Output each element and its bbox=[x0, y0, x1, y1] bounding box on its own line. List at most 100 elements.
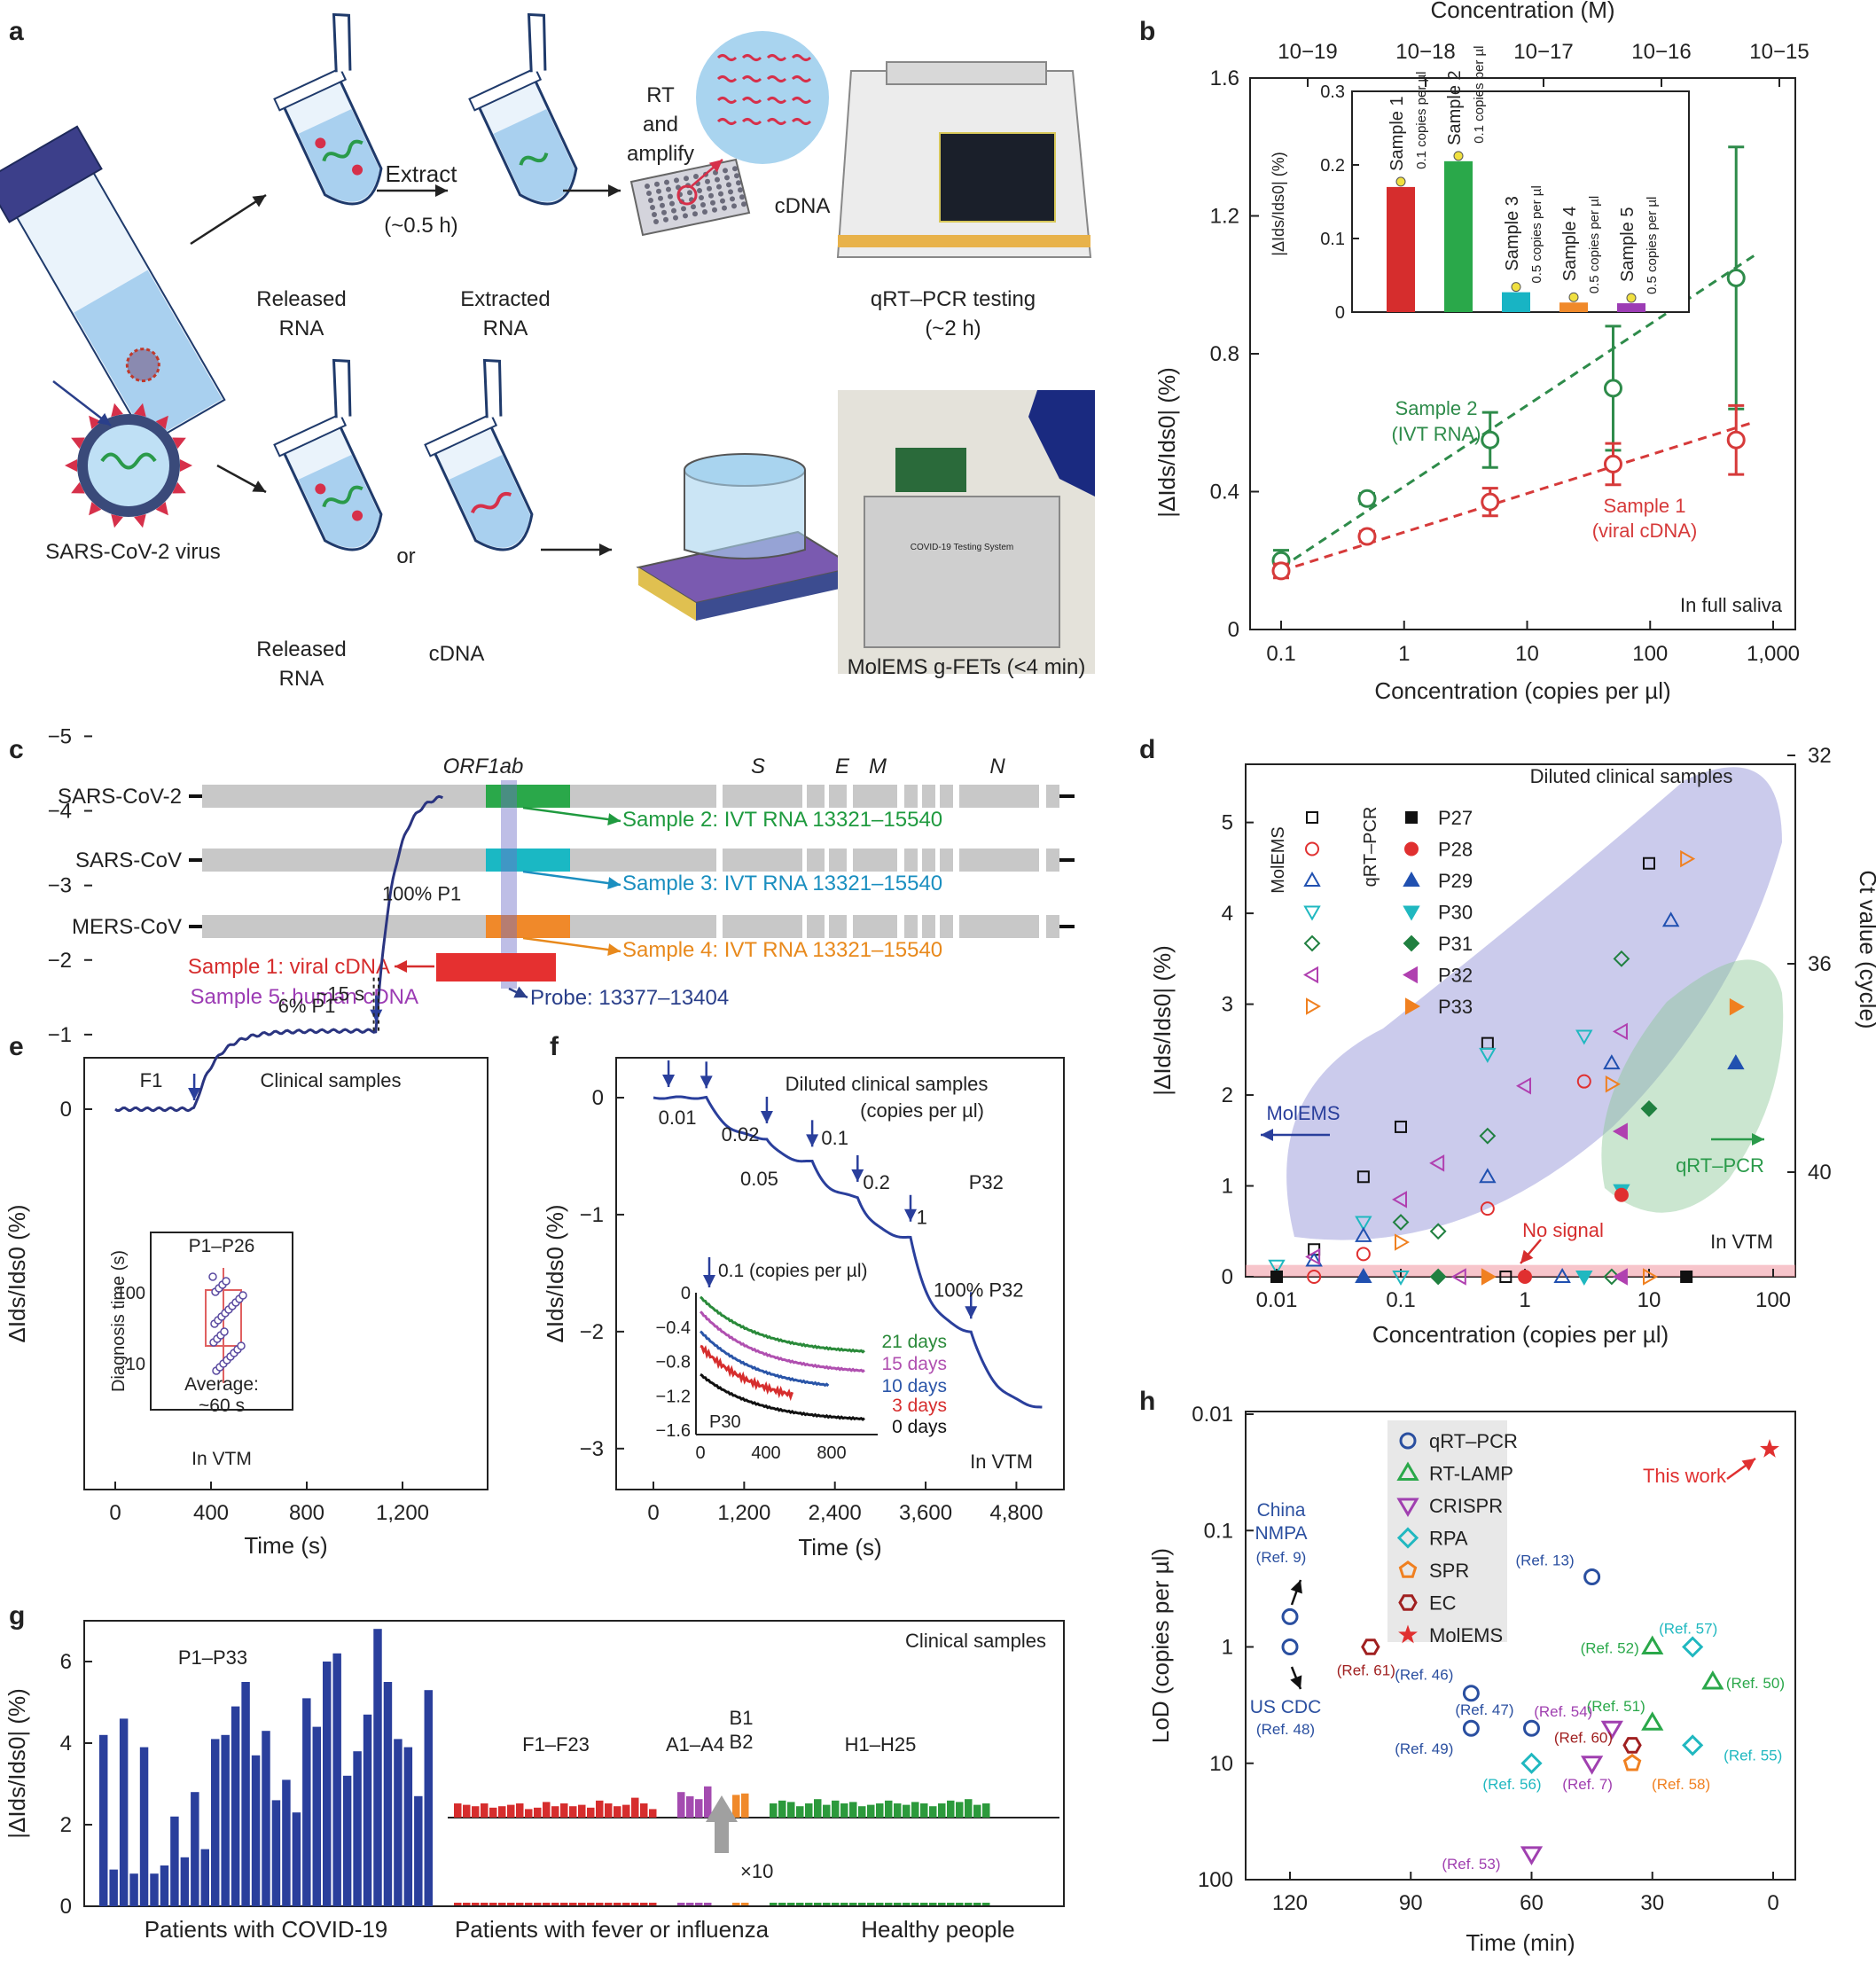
legend-label: P28 bbox=[1438, 839, 1473, 861]
bar bbox=[704, 1786, 712, 1818]
no-signal-arrow bbox=[1520, 1239, 1542, 1264]
molems-point bbox=[1480, 1201, 1495, 1216]
genome-label: SARS-CoV-2 bbox=[58, 785, 182, 809]
bar bbox=[867, 1804, 875, 1818]
data-point bbox=[1603, 454, 1622, 473]
bar bbox=[150, 1873, 159, 1906]
virus-spike bbox=[111, 403, 123, 418]
tube-rim bbox=[424, 412, 498, 458]
annotation: In full saliva bbox=[1680, 594, 1783, 616]
plate-well bbox=[663, 216, 668, 223]
y-tick-label: 3 bbox=[1222, 993, 1233, 1017]
inset-point bbox=[220, 1327, 229, 1336]
cdna-strand bbox=[716, 75, 738, 82]
point-label: (Ref. 53) bbox=[1442, 1856, 1500, 1873]
inset-point bbox=[1453, 151, 1464, 161]
legend-marker bbox=[1404, 841, 1419, 856]
molems-point bbox=[1429, 1154, 1445, 1172]
legend-label: qRT–PCR bbox=[1429, 1430, 1518, 1452]
cdna-strand bbox=[791, 54, 812, 61]
inset-bar bbox=[1387, 186, 1415, 312]
cdna-bottom-label: cDNA bbox=[429, 642, 485, 666]
injection-arrow bbox=[188, 1074, 201, 1100]
top-tick-label: 10−16 bbox=[1631, 40, 1691, 64]
gene-label: N bbox=[989, 755, 1005, 778]
inset-category-label: Sample 3 bbox=[1503, 196, 1522, 271]
gene-segment bbox=[829, 915, 847, 938]
point-label: (Ref. 52) bbox=[1581, 1640, 1639, 1657]
plate-well bbox=[673, 215, 678, 221]
y-tick-label: −1 bbox=[580, 1203, 604, 1227]
virus-spike bbox=[172, 437, 186, 450]
plate-well bbox=[693, 174, 699, 179]
qrt-point bbox=[1612, 1122, 1628, 1140]
data-point bbox=[1641, 1711, 1664, 1731]
bar-small bbox=[463, 1903, 471, 1905]
qrt-point bbox=[1729, 997, 1745, 1016]
bar-small bbox=[578, 1903, 586, 1905]
x-tick-label: 60 bbox=[1520, 1891, 1544, 1915]
this-work-arrow bbox=[1726, 1457, 1756, 1481]
sample1-label: Sample 1: viral cDNA bbox=[188, 955, 390, 979]
bar-small bbox=[454, 1903, 462, 1905]
x-tick-label: 3,600 bbox=[899, 1501, 952, 1525]
molems-point bbox=[1661, 911, 1680, 927]
gene-segment bbox=[807, 849, 825, 872]
plate-well bbox=[692, 211, 698, 217]
bar bbox=[920, 1803, 928, 1818]
plate-well bbox=[653, 219, 659, 224]
inset-conc-label: 0.1 copies per µl bbox=[1414, 72, 1429, 169]
plot-frame bbox=[1245, 1411, 1796, 1881]
point-label: (Ref. 49) bbox=[1395, 1740, 1453, 1757]
legend-label: EC bbox=[1429, 1592, 1457, 1615]
injection-arrow bbox=[806, 1120, 819, 1147]
molems-point bbox=[1355, 1226, 1372, 1242]
legend-title: MolEMS bbox=[1269, 826, 1288, 894]
plate-well bbox=[708, 192, 714, 199]
cdna-strand bbox=[716, 54, 738, 61]
x-tick-label: 100 bbox=[1755, 1288, 1791, 1312]
arrow-head bbox=[252, 195, 266, 207]
bar bbox=[271, 1800, 281, 1906]
y-tick-label: −3 bbox=[580, 1437, 604, 1461]
molems-point bbox=[1575, 1029, 1593, 1045]
y-tick-label: −5 bbox=[48, 724, 72, 748]
tube-rim bbox=[273, 66, 348, 112]
arrow-head bbox=[760, 1110, 773, 1123]
series-label: Sample 2 bbox=[1395, 397, 1478, 419]
plate-well bbox=[718, 191, 723, 197]
x-tick-label: 0.01 bbox=[1256, 1288, 1298, 1312]
bar bbox=[814, 1799, 822, 1818]
x-tick-label: 0 bbox=[109, 1501, 121, 1525]
inset-x-tick-label: 0 bbox=[695, 1443, 705, 1463]
molems-point bbox=[1355, 1216, 1372, 1232]
panel-h: 120 90 60 30 0 0.01 0.1 1 10 100 Time (min) LoD (co… bbox=[1147, 1403, 1796, 1956]
arrow-label: 0.02 bbox=[722, 1123, 760, 1146]
arrow-shaft bbox=[522, 806, 621, 823]
genome-label: MERS-CoV bbox=[72, 915, 182, 939]
plate-well bbox=[669, 200, 675, 207]
bar bbox=[823, 1804, 831, 1818]
legend-marker bbox=[1303, 905, 1321, 921]
arrow-shaft bbox=[522, 936, 621, 953]
bar-small bbox=[569, 1903, 577, 1905]
inset-title: P1–P26 bbox=[189, 1236, 255, 1256]
arrow-head bbox=[188, 1088, 201, 1100]
tube-lid bbox=[332, 358, 352, 418]
panel-c: 0.1 1 10 100 1,000 10−19 10−18 10−17 10−16 10−15 0… bbox=[1153, 0, 1810, 704]
qrt-point bbox=[1640, 1100, 1658, 1117]
rt-label: and bbox=[643, 113, 678, 137]
plate-well bbox=[674, 177, 679, 184]
y-tick-label: 0.4 bbox=[1210, 481, 1239, 504]
no-signal-point bbox=[1518, 1270, 1532, 1284]
plate-well bbox=[702, 209, 707, 215]
arrow-to-fet bbox=[541, 544, 612, 556]
bar-small bbox=[686, 1903, 694, 1905]
bar bbox=[160, 1865, 169, 1906]
point-label: (Ref. 55) bbox=[1724, 1747, 1782, 1764]
panel-letter-a: a bbox=[9, 17, 24, 46]
bar bbox=[525, 1809, 533, 1818]
bar bbox=[323, 1662, 332, 1906]
x-tick-label: 1 bbox=[1398, 642, 1410, 666]
bar-small bbox=[903, 1903, 911, 1905]
